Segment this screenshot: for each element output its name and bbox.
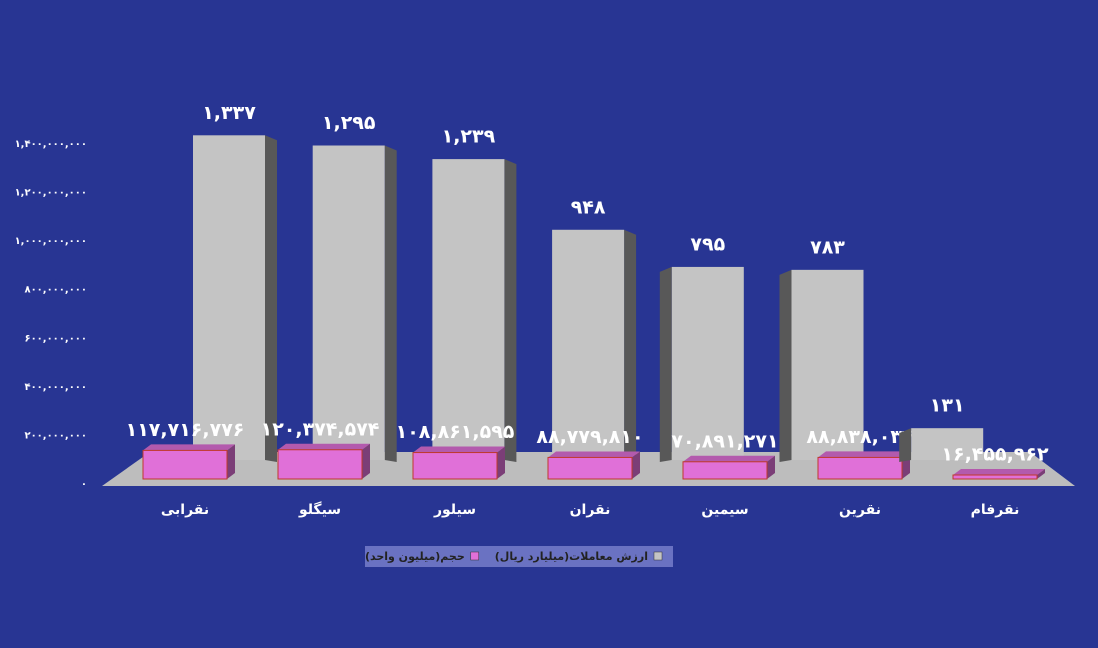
bar (791, 269, 864, 460)
bar (432, 159, 505, 460)
x-tick-label: نقرفام (971, 502, 1020, 518)
bar (412, 452, 498, 480)
bar (552, 229, 625, 460)
y-tick-label: ۲۰۰,۰۰۰,۰۰۰ (24, 430, 87, 441)
y-tick-label: ۱,۰۰۰,۰۰۰,۰۰۰ (15, 236, 87, 247)
bar-side (767, 455, 775, 479)
value-label: ۷۹۵ (690, 233, 725, 255)
y-tick-label: ۸۰۰,۰۰۰,۰۰۰ (24, 285, 87, 296)
bar-side (504, 159, 517, 462)
value-label: ۱۳۱ (930, 395, 965, 417)
bar-side (632, 451, 640, 479)
bar (193, 135, 265, 461)
value-label: ۷۰,۸۹۱,۲۷۱ (671, 430, 778, 452)
bar-top (413, 446, 505, 453)
y-tick-label: ۶۰۰,۰۰۰,۰۰۰ (24, 333, 87, 344)
bar (312, 145, 385, 460)
value-label: ۱۰۸,۸۶۱,۵۹۵ (396, 421, 515, 443)
bar (671, 266, 744, 460)
legend-label: ارزش معاملات(میلیارد ریال) (495, 550, 648, 563)
x-tick-label: سیمین (701, 502, 748, 518)
bar (142, 449, 228, 480)
bar-side (265, 135, 277, 463)
bar-top (278, 443, 370, 450)
bar (817, 456, 903, 480)
x-tick-label: سیلور (433, 502, 476, 518)
legend-swatch (470, 551, 480, 561)
bar-side (779, 269, 792, 462)
value-label: ۱,۲۳۹ (442, 126, 496, 148)
value-label: ۱۶,۴۵۵,۹۶۲ (941, 444, 1049, 466)
value-label: ۱,۲۹۵ (322, 112, 376, 134)
bar-side (659, 266, 672, 462)
x-tick-label: نقرین (839, 502, 881, 518)
x-tick-label: نقران (570, 502, 611, 518)
legend-swatch (653, 551, 663, 561)
bar-top (548, 451, 640, 458)
value-label: ۱۱۷,۷۱۶,۷۷۶ (126, 419, 245, 441)
value-label: ۱۲۰,۳۷۴,۵۷۴ (261, 418, 380, 440)
bar (547, 456, 633, 480)
value-label: ۸۸,۷۷۹,۸۱۰ (536, 426, 643, 448)
bar-side (362, 443, 370, 479)
bar (277, 449, 363, 480)
bar-side (227, 444, 235, 479)
bar-top (683, 455, 775, 462)
y-tick-label: ۴۰۰,۰۰۰,۰۰۰ (24, 382, 87, 393)
bar-side (624, 229, 637, 462)
bar (682, 461, 768, 480)
value-label: ۸۸,۸۳۸,۰۳۴ (806, 426, 913, 448)
value-label: ۱,۳۳۷ (202, 102, 256, 124)
legend-label: حجم(میلیون واحد) (365, 550, 465, 563)
y-tick-label: ۰ (81, 479, 87, 490)
bar (911, 428, 984, 460)
y-tick-label: ۱,۲۰۰,۰۰۰,۰۰۰ (15, 188, 87, 199)
x-tick-label: سیگلو (298, 501, 341, 518)
value-label: ۹۴۸ (571, 196, 606, 218)
value-label: ۷۸۳ (810, 236, 845, 258)
x-tick-label: نقرابی (161, 502, 209, 518)
y-tick-label: ۱,۴۰۰,۰۰۰,۰۰۰ (15, 139, 87, 150)
legend-box (365, 546, 673, 567)
bar-top (818, 451, 910, 458)
bar-side (1037, 469, 1045, 479)
bar (952, 474, 1038, 480)
bar-top (143, 444, 235, 451)
bar-side (384, 145, 397, 462)
bar-side (899, 428, 912, 462)
bar-side (497, 446, 505, 479)
bar-top (953, 469, 1045, 476)
